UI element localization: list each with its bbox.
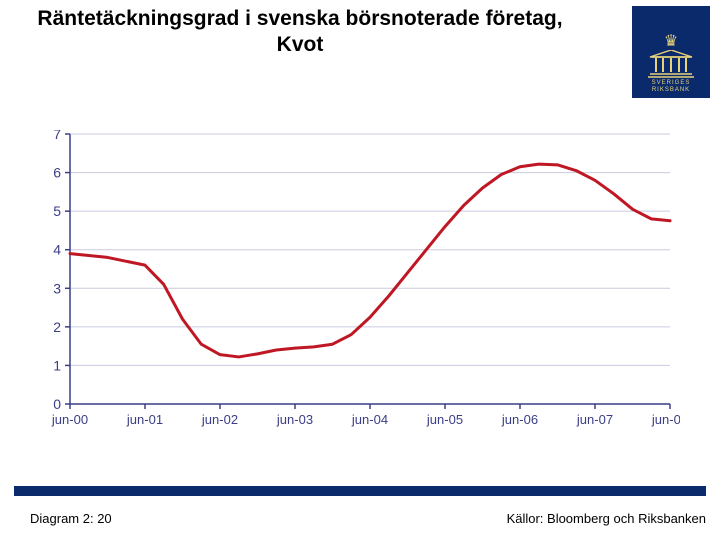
svg-text:4: 4	[53, 242, 61, 258]
riksbank-logo: ♛ SVERIGES RIKSBANK	[632, 6, 710, 98]
svg-text:jun-00: jun-00	[51, 412, 88, 427]
svg-text:jun-06: jun-06	[501, 412, 538, 427]
svg-text:jun-08: jun-08	[651, 412, 680, 427]
bank-icon	[648, 50, 694, 78]
diagram-label: Diagram 2: 20	[30, 511, 112, 526]
svg-text:5: 5	[53, 203, 61, 219]
crown-icon: ♛	[664, 34, 678, 50]
svg-text:0: 0	[53, 396, 61, 412]
logo-body: ♛ SVERIGES RIKSBANK	[632, 30, 710, 98]
svg-text:jun-01: jun-01	[126, 412, 163, 427]
svg-text:jun-07: jun-07	[576, 412, 613, 427]
logo-top-bar	[632, 6, 710, 30]
chart-svg: 0 1 2 3 4 5 6 7 jun-00 jun-01 jun-02 jun-03 jun-04 ju…	[40, 130, 680, 450]
svg-text:7: 7	[53, 130, 61, 142]
title-block: Räntetäckningsgrad i svenska börsnoterad…	[10, 6, 590, 59]
svg-text:jun-03: jun-03	[276, 412, 313, 427]
title-line-2: Kvot	[10, 32, 590, 58]
logo-text-bottom: RIKSBANK	[652, 87, 690, 93]
title-line-1: Räntetäckningsgrad i svenska börsnoterad…	[10, 6, 590, 32]
source-label: Källor: Bloomberg och Riksbanken	[507, 511, 706, 526]
logo-text-top: SVERIGES	[652, 80, 691, 86]
svg-text:jun-02: jun-02	[201, 412, 238, 427]
svg-text:2: 2	[53, 319, 61, 335]
separator-bar	[14, 486, 706, 496]
logo-text: SVERIGES RIKSBANK	[652, 80, 691, 94]
svg-text:3: 3	[53, 280, 61, 296]
slide: Räntetäckningsgrad i svenska börsnoterad…	[0, 0, 720, 540]
svg-text:jun-05: jun-05	[426, 412, 463, 427]
svg-text:6: 6	[53, 165, 61, 181]
chart: 0 1 2 3 4 5 6 7 jun-00 jun-01 jun-02 jun-03 jun-04 ju…	[40, 130, 680, 450]
svg-text:jun-04: jun-04	[351, 412, 388, 427]
svg-text:1: 1	[53, 357, 61, 373]
